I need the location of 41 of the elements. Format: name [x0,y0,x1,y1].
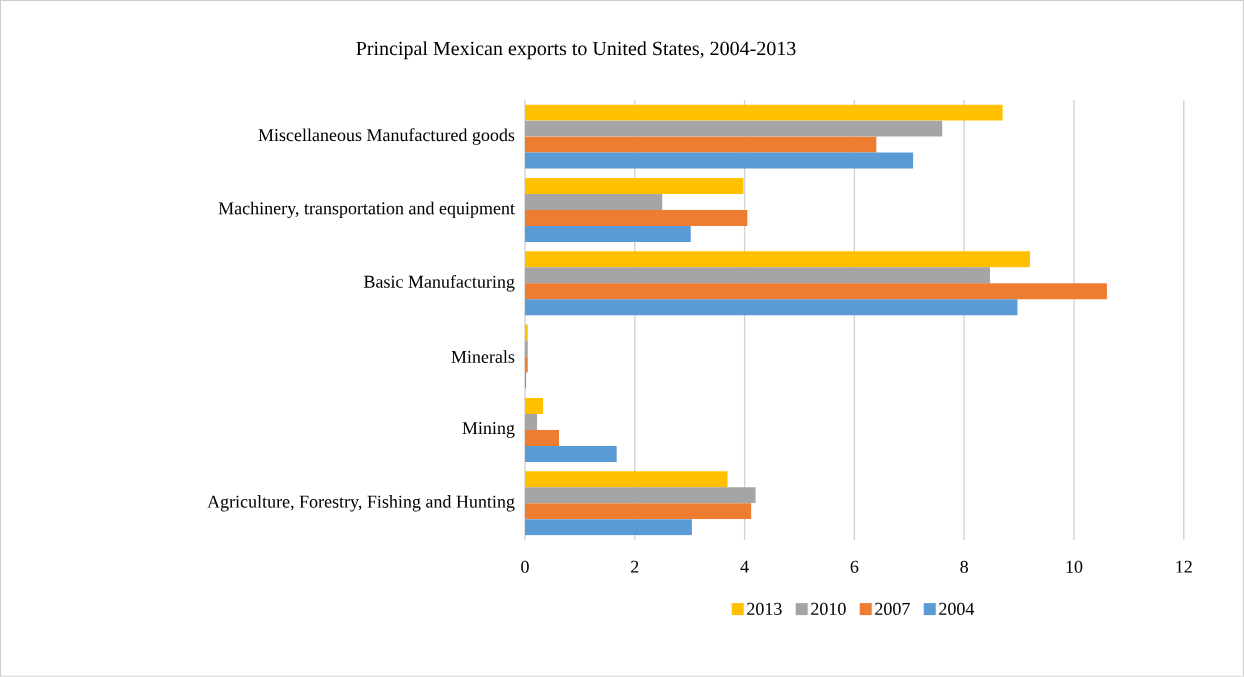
x-tick-label: 4 [740,560,749,573]
bar [524,519,692,536]
bar [524,446,617,463]
x-tick-label: 8 [960,560,969,573]
bar [524,283,1107,300]
y-tick-label: Mining [462,422,515,438]
legend-label: 2004 [939,602,975,615]
y-tick-label: Agriculture, Forestry, Fishing and Hunting [207,495,515,512]
chart-title: Principal Mexican exports to United States, 2004-2013 [356,41,796,60]
bar [524,267,990,284]
bar [524,487,756,504]
bar [524,136,877,153]
bar [524,356,528,373]
bar [524,299,1018,316]
x-tick-label: 2 [631,560,639,573]
x-tick-label: 6 [850,560,859,573]
bar [524,152,914,169]
bar [524,471,728,488]
legend-label: 2007 [875,602,910,615]
bar [524,177,744,194]
y-tick-label: Basic Manufacturing [363,275,515,292]
legend-label: 2013 [747,602,782,615]
bar [524,193,663,210]
bar [524,209,748,226]
bar [524,414,538,431]
bar [524,120,943,137]
x-tick-label: 12 [1176,560,1192,573]
y-tick-label: Minerals [451,350,515,363]
bar [524,503,752,520]
y-tick-label: Miscellaneous Manufactured goods [258,128,515,145]
bar [524,340,528,357]
bar [524,225,691,242]
bar [524,104,1003,121]
bar [524,251,1031,268]
y-tick-label: Machinery, transportation and equipment [218,201,515,219]
legend-label: 2010 [811,602,846,615]
x-tick-label: 0 [521,560,529,573]
bar [524,324,528,341]
x-tick-label: 10 [1066,560,1083,573]
bar [524,398,544,415]
bar [524,430,560,447]
